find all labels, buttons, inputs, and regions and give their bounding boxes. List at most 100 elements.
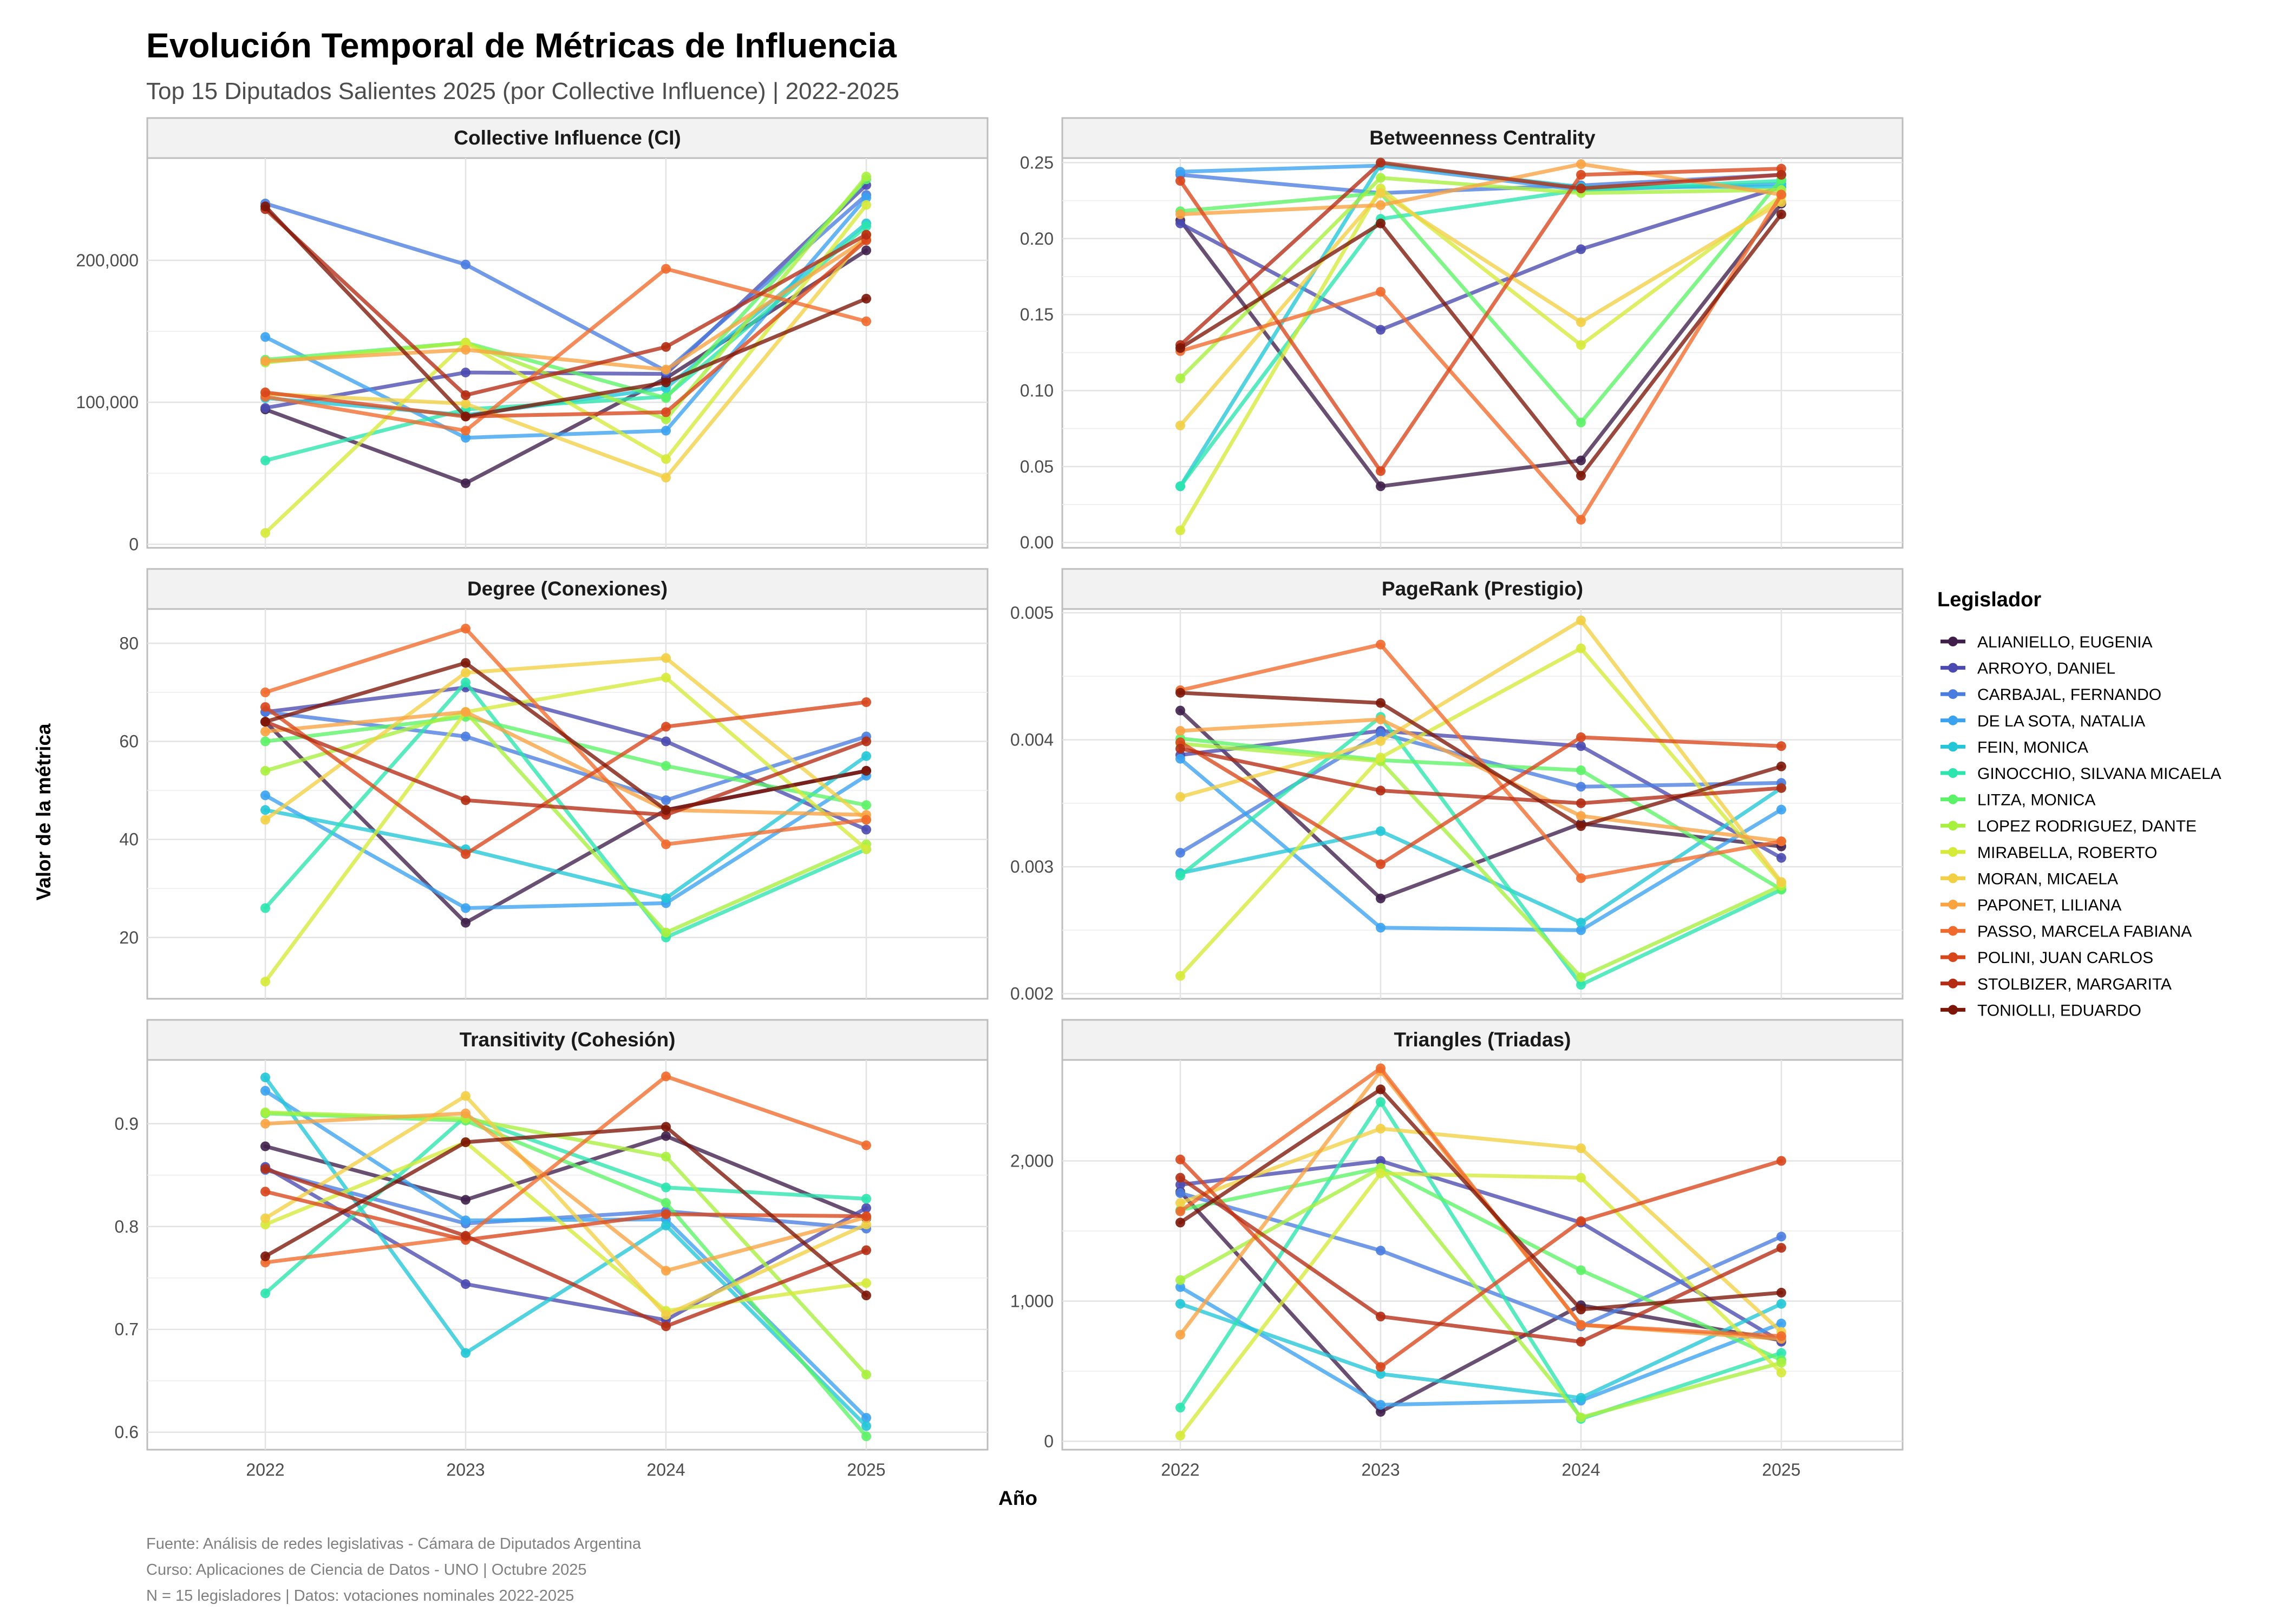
series-toniolli-eduardo [1175,209,1786,481]
series-line [263,233,868,480]
y-tick-label: 80 [119,633,139,653]
data-point [1776,761,1786,771]
data-point [1175,209,1185,219]
panel-collective-influence-ci: Collective Influence (CI) 0 100,000 200,000 [76,117,989,554]
series-line [1178,1157,1783,1369]
data-point [1576,169,1586,180]
series-line [263,719,868,817]
data-point [1576,643,1586,653]
data-point [1376,200,1386,210]
data-point [1175,1198,1185,1208]
data-point [861,221,871,231]
legend-label: STOLBIZER, MARGARITA [1977,975,2172,993]
series-stolbizer-margarita [260,1164,871,1331]
data-point [861,200,871,210]
facet-strip-title: PageRank (Prestigio) [1382,578,1583,600]
data-point [1175,1173,1185,1183]
legend-key-point [1948,689,1958,699]
data-point [861,172,871,182]
data-point [260,765,270,776]
y-tick-label: 0.05 [1020,457,1054,476]
data-point [661,722,671,732]
data-point [461,433,471,443]
series-line [1178,646,1783,978]
data-point [1576,317,1586,328]
series-line [263,710,868,935]
data-point [1576,811,1586,821]
data-point [1175,1206,1185,1216]
data-point [1376,218,1386,228]
series-line [1178,757,1783,932]
data-point [1175,754,1185,764]
y-tick-label: 40 [119,830,139,849]
series-moran-micaela [1175,188,1786,430]
data-point [1776,853,1786,863]
legend-key-point [1948,768,1958,778]
data-point [1376,1400,1386,1410]
panel-pagerank-prestigio: PageRank (Prestigio) 0.002 0.003 0.004 0.005 [1010,568,1904,1004]
y-tick-label: 0 [129,534,139,554]
data-point [461,338,471,348]
data-point [1376,1063,1386,1073]
data-point [260,977,270,987]
legend-key-point [1948,952,1958,962]
data-point [661,414,671,424]
series-line [263,204,868,418]
data-point [1776,741,1786,751]
data-point [461,903,471,913]
data-point [661,805,671,815]
series-line [263,267,868,433]
data-point [861,1194,871,1204]
data-point [260,1118,270,1129]
legend-label: CARBAJAL, FERNANDO [1977,686,2161,704]
data-point [1376,1369,1386,1379]
data-point [260,1288,270,1299]
legend-label: ALIANIELLO, EUGENIA [1977,633,2152,651]
legend-label: TONIOLLI, EDUARDO [1977,1001,2141,1019]
data-point [1175,1217,1185,1228]
data-point [661,1209,671,1219]
data-point [1175,1188,1185,1198]
data-point [661,407,671,417]
data-point [661,264,671,274]
data-point [461,1137,471,1147]
series-line [263,656,868,822]
series-line [263,661,868,812]
data-point [1175,1299,1185,1309]
panel-plot-area [146,1059,989,1451]
x-tick-label: 2024 [646,1460,685,1479]
facet-strip-title: Betweenness Centrality [1369,127,1596,149]
data-point [260,1164,270,1174]
series-polini-juan-carlos [1175,732,1786,869]
series-line [263,237,868,372]
data-point [461,1215,471,1226]
data-point [1776,1358,1786,1368]
data-point [260,1086,270,1096]
data-point [260,736,270,746]
data-point [861,1413,871,1423]
data-point [461,849,471,859]
legend-key-point [1948,663,1958,673]
data-point [260,1141,270,1151]
series-line [1178,742,1783,979]
data-point [1175,481,1185,492]
series-line [1178,212,1783,478]
data-point [1175,1330,1185,1340]
facet-strip-title: Transitivity (Cohesión) [460,1029,676,1051]
series-stolbizer-margarita [1175,1173,1786,1347]
data-point [1576,1320,1586,1330]
data-point [260,790,270,801]
data-point [1576,1216,1586,1226]
x-tick-label: 2025 [847,1460,885,1479]
data-point [260,1187,270,1197]
series-line [1178,1171,1783,1438]
data-point [1376,859,1386,869]
data-point [260,387,270,397]
data-point [1175,1431,1185,1441]
data-point [461,411,471,422]
data-point [861,1220,871,1229]
data-point [661,1131,671,1141]
series-toniolli-eduardo [1175,687,1786,831]
data-point [1776,1299,1786,1309]
data-point [1576,782,1586,792]
